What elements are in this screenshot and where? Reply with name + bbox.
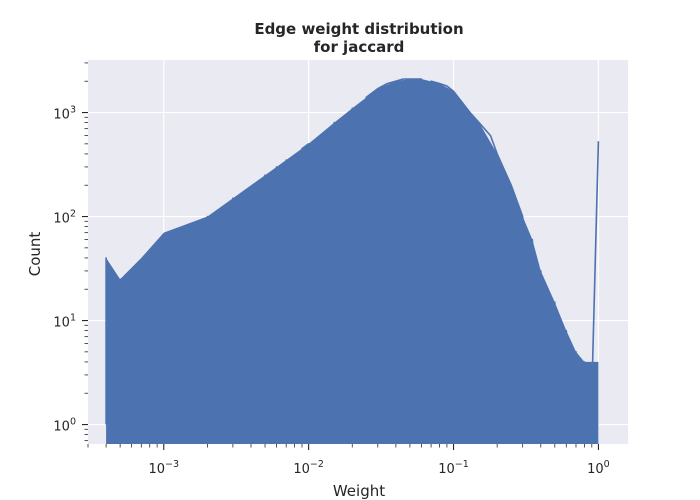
axis-ticks — [82, 62, 599, 450]
x-tick-label: 100 — [587, 459, 610, 477]
chart-title-line-2: for jaccard — [314, 38, 405, 56]
x-tick-label: 10−3 — [148, 459, 179, 477]
y-tick-label: 103 — [53, 105, 76, 123]
y-tick-label: 100 — [53, 417, 76, 435]
x-tick-label: 10−2 — [293, 459, 324, 477]
x-tick-label: 10−1 — [438, 459, 469, 477]
chart-title-line-1: Edge weight distribution — [254, 20, 463, 38]
series-line — [105, 78, 600, 426]
y-tick-label: 102 — [53, 209, 76, 227]
x-axis-label: Weight — [333, 482, 385, 500]
y-tick-label: 101 — [53, 313, 76, 331]
series-layer — [105, 78, 600, 444]
y-axis-label: Count — [26, 232, 44, 277]
tick-labels: 10−3 10−2 10−1 100 100 101 102 103 — [53, 105, 609, 477]
